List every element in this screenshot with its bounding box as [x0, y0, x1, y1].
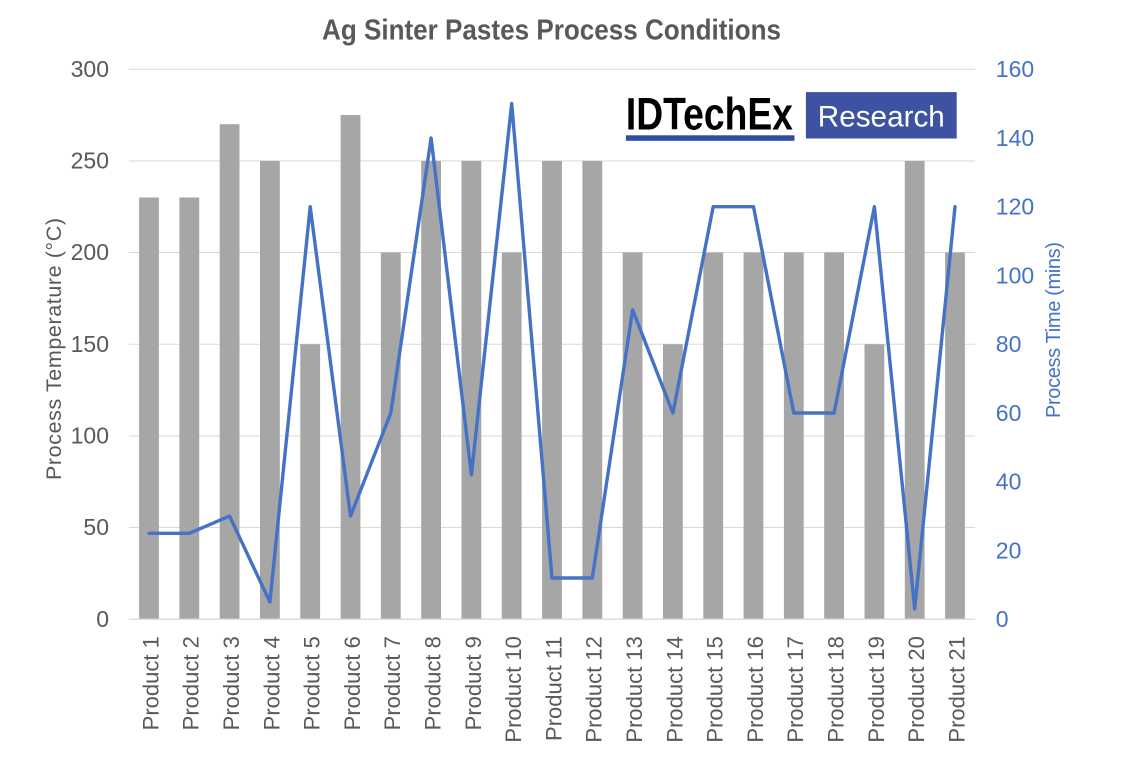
svg-text:Product 18: Product 18 [824, 636, 849, 742]
svg-text:60: 60 [996, 400, 1022, 426]
svg-text:Product 11: Product 11 [541, 636, 566, 741]
svg-text:140: 140 [996, 125, 1034, 151]
svg-text:Product 7: Product 7 [380, 636, 405, 730]
svg-text:Research: Research [818, 101, 945, 134]
svg-text:0: 0 [96, 606, 109, 632]
svg-text:Product 19: Product 19 [864, 636, 889, 742]
svg-text:20: 20 [996, 537, 1022, 563]
svg-text:Product 5: Product 5 [300, 636, 325, 730]
svg-text:Product 14: Product 14 [662, 636, 687, 742]
svg-text:Product 10: Product 10 [501, 636, 526, 742]
svg-text:150: 150 [71, 331, 109, 357]
svg-text:300: 300 [71, 56, 109, 82]
svg-text:Product 16: Product 16 [743, 636, 768, 742]
svg-text:Product 9: Product 9 [461, 636, 486, 730]
svg-text:Product 4: Product 4 [259, 636, 284, 730]
svg-text:Product 13: Product 13 [622, 636, 647, 742]
svg-text:Product 15: Product 15 [703, 636, 728, 742]
svg-text:250: 250 [71, 148, 109, 174]
svg-text:IDTechEx: IDTechEx [626, 89, 793, 140]
svg-text:160: 160 [996, 56, 1034, 82]
svg-text:100: 100 [996, 262, 1034, 288]
svg-text:Product 8: Product 8 [421, 636, 446, 730]
svg-text:Product 20: Product 20 [904, 636, 929, 742]
svg-text:120: 120 [996, 194, 1034, 220]
svg-text:Product 3: Product 3 [219, 636, 244, 730]
svg-text:Product 1: Product 1 [138, 636, 163, 730]
svg-text:Process Time (mins): Process Time (mins) [1043, 242, 1065, 418]
svg-text:200: 200 [71, 239, 109, 265]
svg-text:40: 40 [996, 469, 1022, 495]
svg-text:Product 21: Product 21 [944, 636, 969, 742]
svg-text:Process Temperature (°C): Process Temperature (°C) [42, 218, 66, 480]
svg-text:Product 6: Product 6 [340, 636, 365, 730]
svg-text:Product 17: Product 17 [783, 636, 808, 742]
svg-text:0: 0 [996, 606, 1009, 632]
svg-text:50: 50 [83, 514, 109, 540]
svg-text:100: 100 [71, 423, 109, 449]
svg-text:Product 12: Product 12 [582, 636, 607, 742]
svg-text:80: 80 [996, 331, 1022, 357]
svg-text:Ag Sinter Pastes Process Condi: Ag Sinter Pastes Process Conditions [322, 15, 781, 47]
svg-text:Product 2: Product 2 [179, 636, 204, 730]
